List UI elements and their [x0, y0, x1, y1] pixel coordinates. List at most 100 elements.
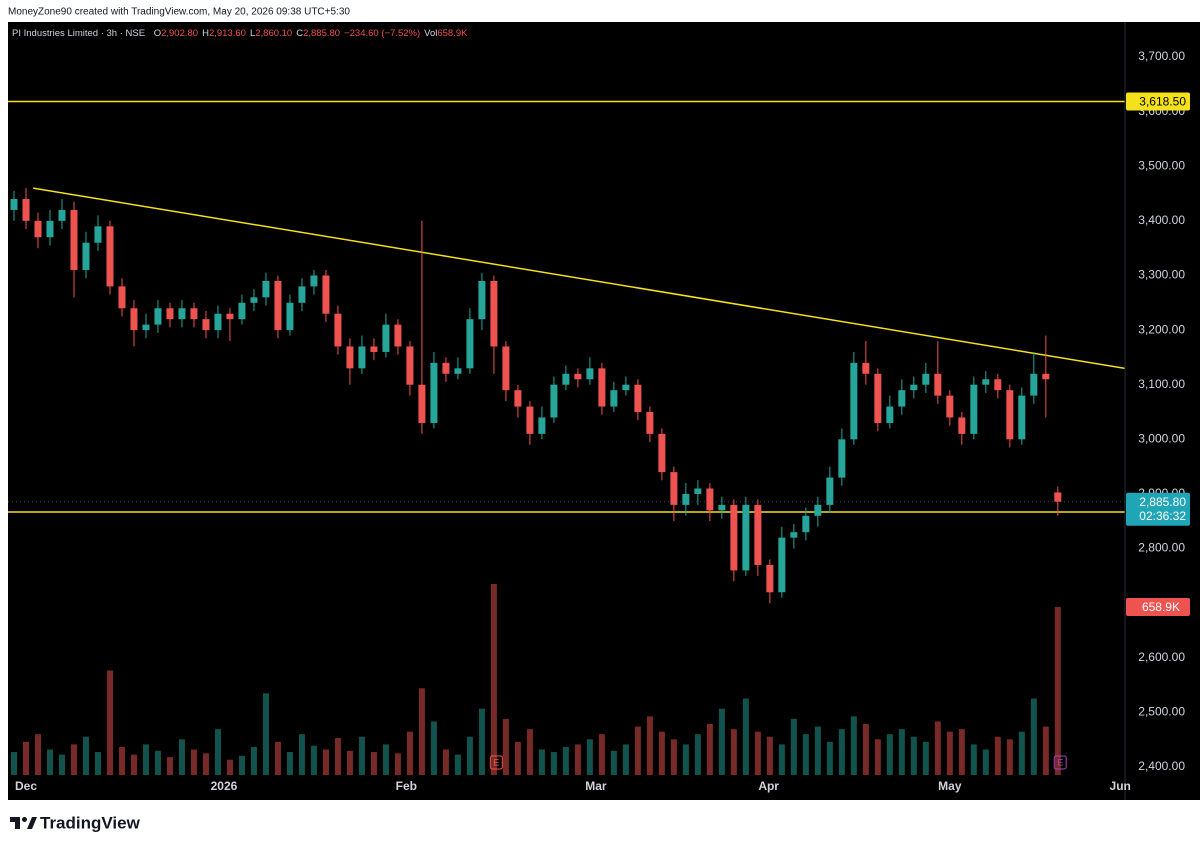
logo-mark [22, 817, 27, 822]
volume-bar [814, 726, 821, 775]
volume-bar [514, 741, 521, 775]
volume-bar [202, 753, 209, 775]
volume-bar [454, 754, 461, 775]
volume-bar [946, 731, 953, 775]
candle-body [1006, 390, 1014, 440]
candle-body [490, 280, 498, 347]
volume-bar [574, 744, 581, 775]
x-tick-label: May [938, 779, 962, 793]
candle-body [322, 275, 330, 314]
candle-body [910, 384, 918, 391]
logo-mark [27, 817, 37, 829]
candle-body [778, 537, 786, 593]
candle-body [934, 373, 942, 396]
volume-bar [610, 750, 617, 775]
candle-body [514, 390, 522, 407]
volume-bar [334, 738, 341, 775]
y-tick-label: 2,500.00 [1138, 705, 1185, 719]
volume-bar [142, 744, 149, 775]
candle-body [622, 384, 630, 391]
volume-bar [958, 729, 965, 775]
volume-bar [502, 718, 509, 775]
candle-body [310, 275, 318, 287]
volume-bar [478, 708, 485, 775]
event-marker [489, 755, 503, 770]
volume-bar [874, 739, 881, 775]
volume-bar [586, 739, 593, 775]
candle-body [850, 362, 858, 440]
volume-bar [766, 736, 773, 775]
candle-body [634, 384, 642, 413]
volume-bar [778, 744, 785, 775]
volume-bar [490, 584, 497, 775]
candle-body [94, 226, 102, 243]
candle-body [658, 433, 666, 473]
candle-body [754, 504, 762, 565]
logo-mark [10, 817, 20, 829]
candle-body [418, 384, 426, 423]
candle-body [466, 319, 474, 369]
y-tick-label: 3,700.00 [1138, 49, 1185, 63]
volume-bar [706, 723, 713, 775]
candle-body [118, 286, 126, 309]
x-tick-label: Dec [15, 779, 37, 793]
volume-bar [118, 746, 125, 775]
volume-bar [598, 734, 605, 775]
volume-bar [394, 753, 401, 775]
candle-body [502, 346, 510, 391]
candle-body [958, 417, 966, 434]
volume-bar [46, 749, 53, 775]
volume-bar [898, 729, 905, 775]
legend-value: 2,902.80 [161, 28, 198, 39]
candle-body [478, 280, 486, 320]
candle-body [562, 373, 570, 385]
candle-body [154, 308, 162, 325]
candle-body [598, 368, 606, 407]
volume-bar [370, 752, 377, 775]
volume-bar [1030, 698, 1037, 775]
volume-bar [310, 745, 317, 775]
candle-body [706, 488, 714, 511]
legend-key: L [250, 28, 255, 39]
volume-bar [250, 746, 257, 775]
volume-bar [1018, 731, 1025, 775]
legend-key: H [202, 28, 209, 39]
volume-bar [622, 744, 629, 775]
x-tick-label: Jun [1110, 779, 1131, 793]
candle-body [970, 384, 978, 434]
volume-bar [682, 744, 689, 775]
candle-body [694, 488, 702, 494]
volume-bar [430, 721, 437, 775]
candle-body [430, 362, 438, 423]
y-tick-label: 3,300.00 [1138, 268, 1185, 282]
volume-bar [466, 736, 473, 775]
candle-body [886, 406, 894, 423]
legend-key: O [154, 28, 161, 39]
candle-body [1018, 395, 1026, 440]
candle-body [190, 308, 198, 320]
volume-bar [922, 741, 929, 775]
volume-bar [286, 752, 293, 775]
volume-bar [70, 744, 77, 775]
volume-bar [670, 739, 677, 775]
candle-body [874, 373, 882, 423]
volume-bar [322, 749, 329, 775]
candle-body [682, 493, 690, 505]
candle-body [862, 362, 870, 374]
axis-bg [1125, 22, 1200, 800]
candle-body [166, 308, 174, 320]
candle-body [742, 504, 750, 571]
volume-bar [274, 741, 281, 775]
candle-body [178, 308, 186, 320]
volume-tag [1126, 597, 1190, 616]
candle-body [334, 313, 342, 347]
volume-bar [106, 670, 113, 775]
volume-bar [1006, 739, 1013, 775]
trendline [33, 187, 1125, 370]
candle-body [610, 390, 618, 407]
volume-bar [646, 716, 653, 775]
candle-body [262, 280, 270, 298]
candle-body [238, 302, 246, 320]
volume-bar [562, 746, 569, 775]
volume-bar [34, 734, 41, 775]
